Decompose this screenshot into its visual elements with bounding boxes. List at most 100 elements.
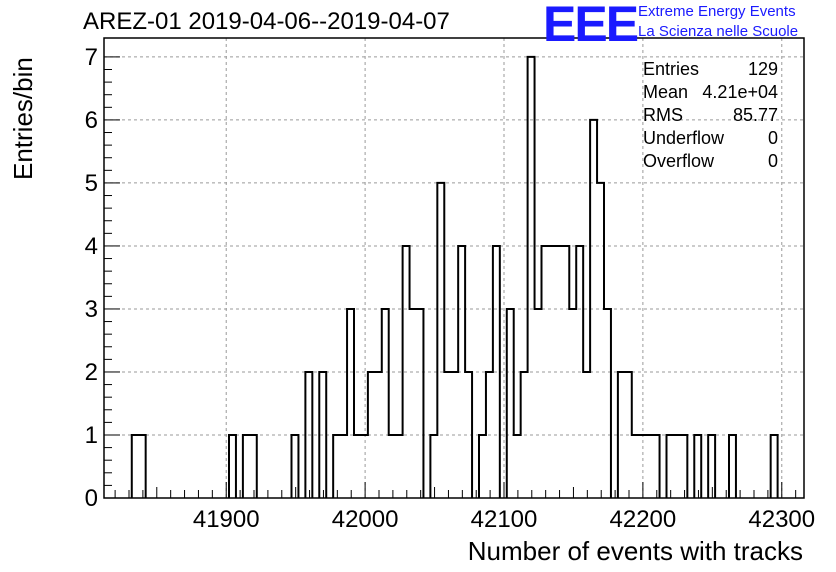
histogram-bin: [590, 120, 597, 498]
histogram-bin: [451, 372, 458, 498]
histogram-bin: [479, 435, 486, 498]
y-axis-label: Entries/bin: [8, 57, 38, 180]
histogram-bin: [548, 246, 555, 498]
y-tick-label: 1: [85, 422, 98, 449]
histogram-bin: [653, 435, 660, 498]
histogram-bin: [132, 435, 139, 498]
histogram-bin: [430, 435, 437, 498]
eee-logo-line2: La Scienza nelle Scuole: [638, 23, 799, 40]
x-tick-label: 42100: [471, 506, 538, 533]
histogram-bin: [694, 435, 701, 498]
histogram-bin: [361, 435, 368, 498]
y-tick-label: 7: [85, 44, 98, 71]
histogram-bin: [507, 309, 514, 498]
histogram-bin: [139, 435, 146, 498]
stat-value: 4.21e+04: [702, 82, 778, 102]
stats-row-mean: Mean 4.21e+04: [643, 81, 778, 104]
histogram-bin: [528, 57, 535, 498]
stats-row-rms: RMS 85.77: [643, 104, 778, 127]
histogram-bin: [396, 435, 403, 498]
histogram-bin: [243, 435, 250, 498]
histogram-bin: [576, 246, 583, 498]
histogram-bin: [389, 435, 396, 498]
histogram-bin: [604, 309, 611, 498]
histogram-bin: [521, 372, 528, 498]
histogram-bin: [569, 309, 576, 498]
histogram-bin: [639, 435, 646, 498]
histogram-bin: [535, 309, 542, 498]
y-tick-label: 2: [85, 359, 98, 386]
chart-title: AREZ-01 2019-04-06--2019-04-07: [83, 8, 450, 35]
stat-label: Underflow: [643, 128, 725, 148]
histogram-bin: [646, 435, 653, 498]
stat-label: Overflow: [643, 151, 715, 171]
stat-value: 0: [767, 128, 778, 148]
y-tick-label: 6: [85, 107, 98, 134]
y-tick-label: 5: [85, 170, 98, 197]
histogram-bin: [458, 246, 465, 498]
histogram-bin: [618, 372, 625, 498]
histogram-bin: [410, 309, 417, 498]
y-tick-label: 3: [85, 296, 98, 323]
eee-logo-mark: EEE: [543, 0, 639, 52]
histogram-bin: [486, 372, 493, 498]
eee-logo-line1: Extreme Energy Events: [638, 3, 796, 20]
histogram-bin: [514, 435, 521, 498]
histogram-bin: [333, 435, 340, 498]
y-tick-label: 0: [85, 485, 98, 512]
x-tick-label: 41900: [193, 506, 260, 533]
y-tick-label: 4: [85, 233, 98, 260]
histogram-bin: [375, 372, 382, 498]
histogram-bin: [583, 372, 590, 498]
stats-box: Entries 129 Mean 4.21e+04 RMS 85.77 Unde…: [643, 58, 778, 173]
histogram-bin: [354, 435, 361, 498]
histogram-bin: [319, 372, 326, 498]
histogram-bin: [340, 435, 347, 498]
stat-value: 0: [767, 151, 778, 171]
histogram-outline: [130, 55, 779, 498]
histogram-bin: [555, 246, 562, 498]
plot-area-frame: [103, 37, 805, 499]
histogram-bin: [417, 309, 424, 498]
stats-row-entries: Entries 129: [643, 58, 778, 81]
histogram-bin: [437, 183, 444, 498]
histogram-bin: [625, 372, 632, 498]
stat-label: Mean: [643, 82, 689, 102]
x-axis-label: Number of events with tracks: [467, 536, 803, 566]
histogram-bin: [673, 435, 680, 498]
x-tick-label: 42200: [610, 506, 677, 533]
histogram-bin: [465, 372, 472, 498]
histogram-bin: [347, 309, 354, 498]
stat-label: Entries: [643, 59, 700, 79]
histogram-bin: [250, 435, 257, 498]
stats-row-overflow: Overflow 0: [643, 150, 778, 173]
histogram-bin: [632, 435, 639, 498]
histogram-bin: [771, 435, 778, 498]
stat-value: 85.77: [732, 105, 778, 125]
histogram-bin: [382, 309, 389, 498]
stats-row-underflow: Underflow 0: [643, 127, 778, 150]
axis-ticks: 0 1 2 3 4 5 6 7 41900 42000 42100 42200 42300: [85, 44, 816, 533]
histogram-bin: [562, 246, 569, 498]
histogram-bin: [680, 435, 687, 498]
histogram-bins: [130, 55, 779, 498]
histogram-bin: [708, 435, 715, 498]
x-tick-label: 42000: [332, 506, 399, 533]
histogram-bin: [729, 435, 736, 498]
stat-value: 129: [747, 59, 778, 79]
plot-frame: [103, 37, 805, 499]
histogram-bin: [403, 246, 410, 498]
histogram-bin: [368, 372, 375, 498]
histogram-bin: [667, 435, 674, 498]
x-tick-label: 42300: [748, 506, 815, 533]
histogram-bin: [597, 183, 604, 498]
histogram-bin: [292, 435, 299, 498]
histogram-bin: [542, 246, 549, 498]
histogram-bin: [305, 372, 312, 498]
histogram-bin: [229, 435, 236, 498]
grid-lines: [104, 38, 804, 498]
stat-label: RMS: [643, 105, 683, 125]
histogram-bin: [493, 246, 500, 498]
histogram-bin: [444, 372, 451, 498]
